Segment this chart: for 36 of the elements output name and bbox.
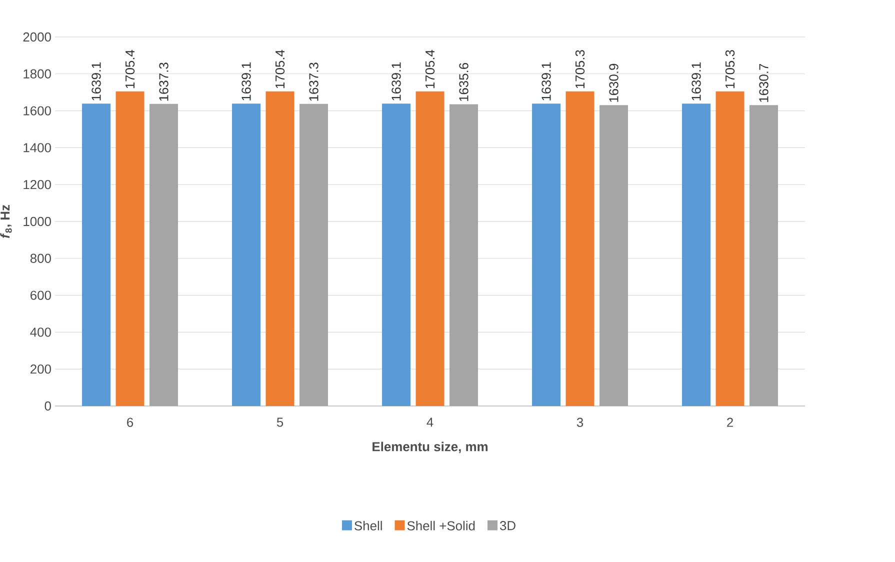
- x-tick-label: 4: [426, 418, 434, 427]
- data-label: 1637.3: [309, 62, 318, 101]
- data-label: 1705.3: [575, 50, 585, 88]
- data-label: 1630.9: [609, 64, 618, 102]
- legend-label: 3D: [500, 521, 516, 530]
- y-tick-label: 200: [30, 364, 51, 374]
- y-tick-label: 1800: [24, 69, 51, 78]
- y-tick-label: 0: [44, 401, 51, 411]
- data-label: 1639.1: [242, 62, 251, 100]
- y-tick-label: 400: [30, 328, 51, 337]
- data-label: 1705.4: [275, 50, 285, 88]
- y-axis-title: f$_{8}$, Hz: [0, 204, 12, 238]
- x-tick-label: 3: [576, 418, 584, 427]
- data-label: 1639.1: [92, 62, 101, 100]
- x-tick-label: 2: [727, 418, 733, 427]
- y-tick-label: 1600: [24, 106, 51, 116]
- y-tick-label: 600: [30, 290, 51, 300]
- x-tick-label: 5: [276, 418, 284, 427]
- data-label: 1705.3: [725, 50, 735, 88]
- y-tick-label: 800: [30, 254, 51, 263]
- data-label: 1705.4: [125, 50, 135, 88]
- legend-label: Shell: [354, 520, 382, 530]
- legend-label: Shell +Solid: [407, 520, 475, 530]
- data-label: 1705.4: [425, 50, 435, 88]
- y-tick-label: 1000: [24, 216, 51, 226]
- y-tick-label: 1200: [24, 180, 51, 190]
- y-tick-label: 2000: [23, 32, 51, 42]
- y-tick-label: 1400: [24, 143, 51, 152]
- data-label: 1639.1: [542, 62, 551, 100]
- data-label: 1630.7: [759, 64, 768, 102]
- data-label: 1637.3: [159, 62, 168, 101]
- data-label: 1639.1: [692, 62, 701, 100]
- x-axis-title: Elementu size, mm: [372, 442, 488, 454]
- data-label: 1639.1: [392, 62, 401, 100]
- x-tick-label: 6: [127, 418, 134, 427]
- data-label: 1635.6: [459, 62, 468, 102]
